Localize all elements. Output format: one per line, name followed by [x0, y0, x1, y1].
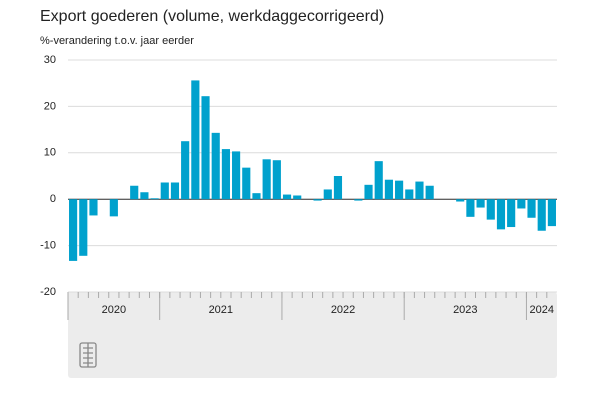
y-tick-label: 30: [44, 54, 56, 66]
bar: [547, 199, 556, 227]
bar: [221, 149, 230, 200]
x-group-label: 2022: [331, 304, 355, 316]
x-group-label: 2024: [529, 304, 553, 316]
bar: [252, 193, 261, 200]
logo: [79, 342, 97, 368]
bar: [89, 199, 98, 216]
bar: [507, 199, 516, 228]
bar: [405, 189, 414, 200]
x-group-label: 2021: [209, 304, 233, 316]
bar: [496, 199, 506, 230]
bar: [486, 199, 495, 220]
bar: [374, 161, 383, 200]
y-tick-label: -10: [40, 240, 56, 252]
y-tick-label: 10: [44, 147, 56, 159]
bar: [262, 159, 271, 200]
bar: [79, 199, 88, 256]
bar: [456, 199, 465, 202]
bar: [384, 179, 393, 200]
x-axis-panel: [68, 292, 557, 378]
chart-title: Export goederen (volume, werkdaggecorrig…: [40, 8, 384, 25]
bar: [537, 199, 546, 231]
bar: [150, 198, 159, 200]
x-group-label: 2020: [102, 304, 126, 316]
bar: [425, 185, 434, 200]
bar: [130, 185, 139, 200]
bar: [527, 199, 536, 218]
bar: [211, 132, 220, 200]
bar: [333, 176, 343, 200]
bar: [517, 199, 526, 209]
bar: [415, 181, 424, 200]
bar: [293, 195, 302, 200]
chart-subtitle: %-verandering t.o.v. jaar eerder: [40, 35, 194, 47]
bar: [109, 199, 118, 217]
bar: [181, 141, 190, 200]
bar: [69, 199, 78, 261]
bar: [282, 194, 292, 200]
bar: [272, 160, 281, 200]
bar: [313, 199, 322, 201]
bar: [354, 199, 363, 201]
bar: [476, 199, 485, 208]
bar: [364, 184, 373, 200]
bar: [160, 182, 169, 200]
bar: [242, 167, 251, 200]
bar: [140, 192, 149, 200]
y-tick-label: 0: [50, 193, 56, 205]
bar: [466, 199, 475, 217]
bar: [201, 96, 210, 200]
y-tick-label: 20: [44, 100, 56, 112]
y-tick-label: -20: [40, 286, 56, 298]
bar: [395, 180, 404, 200]
bar: [170, 182, 180, 200]
bar: [232, 151, 241, 200]
bar: [191, 80, 200, 200]
bar: [323, 189, 332, 200]
x-group-label: 2023: [453, 304, 477, 316]
